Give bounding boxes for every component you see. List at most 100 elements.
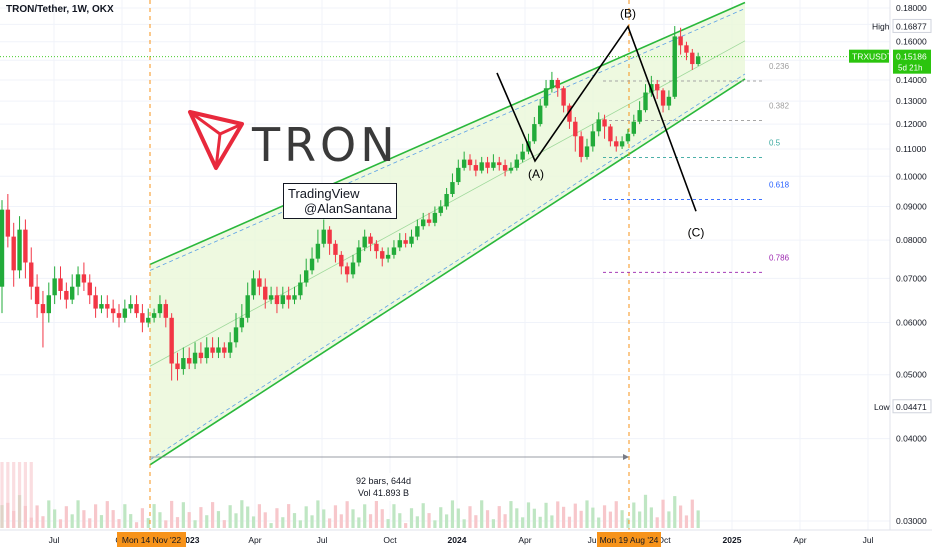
candle-body	[192, 352, 198, 364]
volume-bar	[445, 514, 449, 528]
price-tick-label: 0.16000	[896, 37, 927, 47]
candle-body	[684, 45, 689, 53]
symbol-tag	[849, 49, 889, 63]
candle-body	[397, 240, 402, 248]
volume-bar	[140, 508, 144, 528]
annotation-line-2: @AlanSantana	[304, 201, 392, 216]
volume-bar	[333, 505, 338, 528]
price-tick-label: 0.07000	[896, 273, 927, 283]
candle-body	[46, 295, 51, 314]
volume-bar	[287, 504, 291, 528]
volume-bar	[614, 501, 618, 528]
candle-body	[538, 105, 543, 125]
candle-body	[497, 162, 502, 166]
volume-bar	[53, 509, 57, 528]
volume-bar	[380, 509, 384, 528]
volume-bar	[491, 519, 495, 528]
time-tick-label: Oct	[383, 535, 397, 545]
volume-bar	[649, 507, 653, 528]
time-tick-label: 2025	[723, 535, 742, 545]
volume-bar	[216, 511, 221, 528]
fib-level-label: 0.5	[769, 138, 781, 147]
volume-bar	[205, 515, 209, 528]
price-tick-label: 0.12000	[896, 119, 927, 129]
volume-bar	[146, 518, 150, 528]
candle-body	[52, 278, 57, 296]
volume-bar	[304, 506, 308, 528]
volume-bar	[538, 516, 542, 528]
time-tick-label: 2024	[448, 535, 467, 545]
price-tick-label: 0.18000	[896, 3, 927, 13]
candle-body	[350, 262, 356, 275]
volume-bar	[638, 511, 642, 528]
candle-body	[608, 126, 613, 142]
candle-body	[461, 159, 467, 168]
low-label: Low	[874, 402, 890, 412]
volume-bar	[129, 514, 133, 528]
candle-body	[479, 162, 484, 171]
candle-body	[58, 278, 63, 291]
volume-bar	[591, 507, 595, 528]
price-tick-label: 0.05000	[896, 370, 927, 380]
volume-bar	[673, 496, 677, 528]
candle-body	[485, 162, 490, 168]
volume-bar	[667, 511, 671, 528]
volume-bar	[632, 502, 636, 528]
volume-bar	[158, 512, 162, 528]
last-price-value: 0.15186	[896, 52, 927, 62]
candle-body	[502, 165, 508, 171]
volume-bar	[404, 523, 408, 528]
high-label: High	[872, 21, 890, 31]
candle-body	[450, 182, 455, 195]
volume-bar	[35, 505, 39, 528]
wave-lines: (A) (B) (C)	[496, 7, 705, 239]
volume-bar	[281, 517, 285, 528]
volume-bar	[345, 501, 349, 528]
candle-body	[187, 358, 192, 364]
candle-body	[333, 243, 338, 255]
volume-bar	[468, 506, 472, 528]
volume-bar	[17, 462, 22, 528]
date-tag-label: Mon 19 Aug '24	[600, 535, 659, 545]
price-tick-label: 0.13000	[896, 96, 927, 106]
candle-body	[690, 52, 695, 65]
candle-body	[596, 119, 601, 132]
volume-bar	[222, 520, 226, 528]
volume-bar	[6, 462, 10, 528]
volume-bar	[175, 517, 180, 528]
measure-label: 92 bars, 644d Vol 41.893 B	[350, 473, 418, 501]
volume-bar	[310, 515, 314, 528]
volume-bar	[462, 519, 466, 528]
wave-label-c: (C)	[688, 225, 705, 239]
fib-level-label: 0.618	[769, 181, 790, 190]
high-tag	[892, 18, 932, 33]
candle-body	[374, 243, 379, 252]
volume-bar	[275, 508, 279, 528]
candle-body	[146, 317, 151, 323]
volume-bar	[567, 516, 572, 528]
volume-bar	[152, 504, 156, 528]
candle-body	[122, 308, 128, 318]
volume-bar	[655, 517, 659, 528]
volume-bar	[573, 503, 577, 528]
time-axis: JulOct2023AprJulOct2024AprJulOct2025AprJ…	[0, 529, 932, 547]
volume-bar	[526, 502, 531, 528]
candle-body	[532, 124, 537, 142]
volume-bar	[47, 500, 51, 528]
candle-body	[75, 274, 81, 287]
candle-body	[227, 342, 233, 353]
chart-title: TRON/Tether, 1W, OKX	[6, 4, 114, 15]
high-value: 0.16877	[896, 21, 927, 31]
candle-body	[467, 159, 473, 166]
candle-body	[233, 327, 239, 343]
candle-body	[385, 254, 391, 259]
volume-bar	[23, 462, 27, 528]
candle-body	[695, 56, 701, 65]
volume-bars	[0, 462, 700, 528]
volume-bar	[170, 500, 174, 528]
tron-logo-icon	[188, 110, 244, 170]
volume-bar	[684, 515, 689, 528]
volume-bar	[0, 462, 4, 528]
time-tick-label: Apr	[793, 535, 806, 545]
